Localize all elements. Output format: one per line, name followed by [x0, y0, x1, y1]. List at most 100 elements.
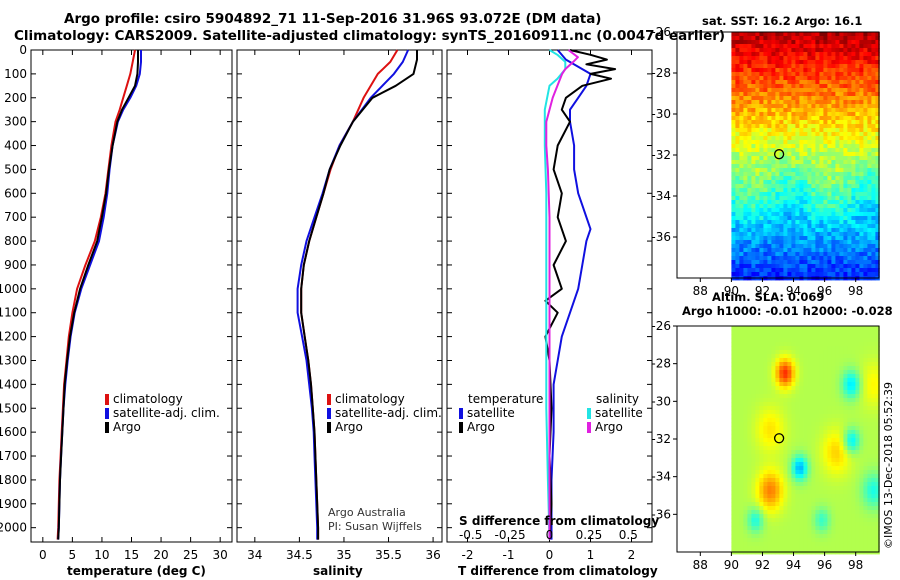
- sst-map-cell: [875, 76, 880, 81]
- sla-map-cell: [855, 386, 860, 391]
- sst-map-cell: [815, 208, 820, 213]
- sla-map-cell: [859, 538, 864, 543]
- sst-map-cell: [835, 180, 840, 185]
- sla-map-cell: [835, 330, 840, 335]
- sst-map-cell: [803, 180, 808, 185]
- sla-map-cell: [847, 366, 852, 371]
- sst-map-cell: [751, 176, 756, 181]
- sst-map-cell: [851, 204, 856, 209]
- sst-map-cell: [791, 160, 796, 165]
- sla-map-cell: [871, 542, 876, 547]
- sst-map-cell: [863, 200, 868, 205]
- sla-map-cell: [815, 350, 820, 355]
- sst-map-cell: [859, 36, 864, 41]
- sst-map-cell: [735, 40, 740, 45]
- sla-map-cell: [855, 450, 860, 455]
- sla-map-cell: [759, 530, 764, 535]
- sla-map-float-marker: [773, 433, 785, 444]
- sla-map-cell: [835, 442, 840, 447]
- sla-map-cell: [783, 394, 788, 399]
- sla-map-cell: [751, 498, 756, 503]
- sla-map-cell: [747, 350, 752, 355]
- sst-map-cell: [803, 152, 808, 157]
- sst-map-cell: [751, 52, 756, 57]
- sst-map-cell: [787, 32, 792, 37]
- sst-map-cell: [811, 200, 816, 205]
- sla-map-cell: [755, 326, 760, 331]
- sst-map-cell: [771, 100, 776, 105]
- sst-map-cell: [791, 112, 796, 117]
- sst-map-cell: [775, 84, 780, 89]
- sst-map-cell: [803, 120, 808, 125]
- sst-map-cell: [787, 52, 792, 57]
- sst-map-cell: [811, 104, 816, 109]
- sla-map-cell: [759, 334, 764, 339]
- sla-map-cell: [799, 398, 804, 403]
- sst-map-cell: [811, 132, 816, 137]
- sla-map-cell: [847, 378, 852, 383]
- sst-map-cell: [791, 224, 796, 229]
- sla-map-cell: [803, 354, 808, 359]
- sla-map-cell: [819, 326, 824, 331]
- sla-map-cell: [835, 454, 840, 459]
- sla-map-cell: [759, 326, 764, 331]
- sla-map-cell: [755, 334, 760, 339]
- sst-map-cell: [739, 160, 744, 165]
- sst-map-cell: [811, 164, 816, 169]
- sst-map-cell: [731, 144, 736, 149]
- sst-map-cell: [807, 236, 812, 241]
- sst-map-cell: [779, 36, 784, 41]
- sla-map-cell: [835, 366, 840, 371]
- sst-map-cell: [791, 188, 796, 193]
- sla-map-cell: [835, 502, 840, 507]
- sst-map-cell: [767, 236, 772, 241]
- sst-map-cell: [767, 112, 772, 117]
- sla-map-cell: [799, 538, 804, 543]
- sla-map-cell: [815, 394, 820, 399]
- sst-map-cell: [831, 220, 836, 225]
- sla-map-cell: [867, 422, 872, 427]
- sla-map-cell: [775, 498, 780, 503]
- sst-map-cell: [863, 156, 868, 161]
- sla-map-cell: [827, 442, 832, 447]
- sla-map-cell: [847, 542, 852, 547]
- sst-map-cell: [771, 88, 776, 93]
- sla-map-cell: [859, 430, 864, 435]
- sst-map-cell: [867, 56, 872, 61]
- sst-map-cell: [823, 44, 828, 49]
- sst-map-cell: [827, 60, 832, 65]
- sst-map-cell: [751, 172, 756, 177]
- sst-map-cell: [803, 92, 808, 97]
- sla-map-cell: [735, 402, 740, 407]
- sla-map-cell: [807, 426, 812, 431]
- sla-map-cell: [835, 458, 840, 463]
- sla-map-cell: [743, 342, 748, 347]
- sla-map-cell: [863, 398, 868, 403]
- sla-map-cell: [735, 410, 740, 415]
- sla-map-cell: [875, 478, 880, 483]
- sst-map-cell: [851, 264, 856, 269]
- sla-map-cell: [867, 398, 872, 403]
- sst-map-cell: [835, 208, 840, 213]
- sst-map-cell: [735, 156, 740, 161]
- sst-map-cell: [843, 212, 848, 217]
- sla-map-cell: [791, 338, 796, 343]
- sla-map-cell: [763, 502, 768, 507]
- sla-map-cell: [731, 526, 736, 531]
- sst-map-cell: [787, 148, 792, 153]
- sdiff-tick-label: -0.5: [459, 528, 482, 542]
- sst-map-cell: [855, 72, 860, 77]
- sla-map-cell: [867, 474, 872, 479]
- sst-map-cell: [843, 116, 848, 121]
- sst-map-cell: [827, 220, 832, 225]
- sst-map-cell: [807, 140, 812, 145]
- sla-map-cell: [799, 414, 804, 419]
- sla-map-cell: [787, 486, 792, 491]
- sst-map-cell: [811, 252, 816, 257]
- sst-map-cell: [819, 64, 824, 69]
- sst-map-cell: [815, 188, 820, 193]
- sla-map-cell: [795, 510, 800, 515]
- sla-map-cell: [867, 546, 872, 551]
- sla-map-cell: [755, 390, 760, 395]
- sla-map-cell: [871, 506, 876, 511]
